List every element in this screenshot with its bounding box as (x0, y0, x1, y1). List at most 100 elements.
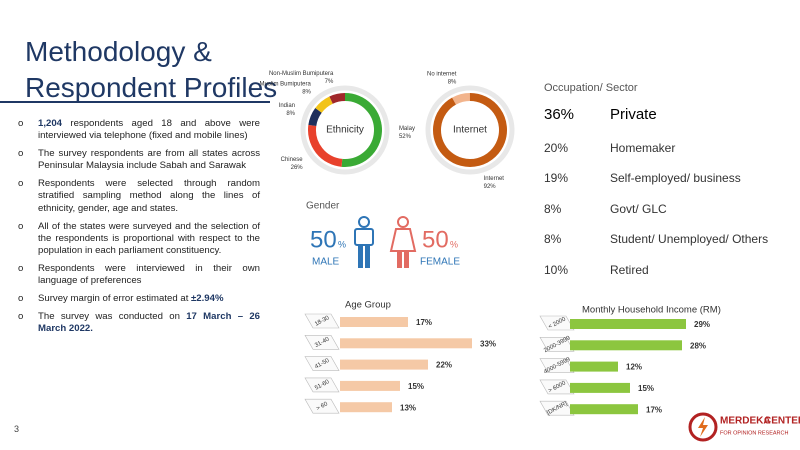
bullet: All of the states were surveyed and the … (18, 221, 260, 258)
occupation-percent: 8% (544, 232, 562, 246)
slice-label: Non-Muslim Bumiputera (269, 71, 334, 77)
bar (570, 319, 686, 329)
slice-value: 8% (302, 90, 311, 96)
category-box (539, 315, 575, 331)
bar (340, 380, 400, 391)
occupation-label: Retired (610, 262, 649, 277)
occupation-label: Govt/ GLC (610, 201, 667, 216)
slice-label: No internet (427, 71, 457, 77)
category-label: > 60 (316, 401, 330, 412)
donut-frame (425, 85, 515, 175)
gender-label: FEMALE (420, 257, 460, 268)
donut-title: Internet (453, 125, 487, 136)
value-label: 13% (400, 403, 416, 412)
text: respondents aged 18 and above were inter… (38, 118, 260, 142)
bullet: The survey respondents are from all stat… (18, 148, 260, 173)
value-label: 12% (626, 363, 642, 372)
slice-label: Internet (484, 176, 505, 182)
bar (340, 402, 392, 413)
bold-text: 17 March – 26 March 2022. (38, 310, 261, 335)
category-box (539, 358, 575, 373)
page-number: 3 (14, 424, 20, 434)
donut-slice (315, 96, 333, 113)
occupation-label: Student/ Unemployed/ Others (610, 232, 769, 246)
value-label: 28% (690, 341, 706, 350)
gender-unit: % (450, 239, 458, 249)
donut-title: Ethnicity (326, 125, 364, 136)
bold-text: 1,204 (38, 118, 63, 129)
text: The survey respondents are from all stat… (38, 148, 260, 172)
bullet: Survey margin of error estimated at ±2.9… (18, 293, 260, 306)
logo: MERDEKA CENTER FOR OPINION RESEARCH (688, 412, 800, 442)
female-icon (389, 216, 417, 268)
text: All of the states were surveyed and the … (38, 220, 260, 257)
donut-slice (308, 107, 322, 127)
slice-label: Malay (399, 126, 415, 132)
title-line: Respondent Profiles (25, 72, 278, 103)
text: The survey was conducted on (38, 310, 187, 322)
gender-value: 50 (310, 226, 337, 253)
occupation-percent: 36% (544, 106, 575, 123)
donut-slice (341, 93, 382, 167)
slice-value: 7% (325, 79, 334, 85)
bar (570, 404, 638, 415)
category-box (304, 335, 340, 350)
occupation-percent: 8% (544, 201, 562, 216)
slice-value: 92% (484, 184, 497, 190)
chart-title: Age Group (345, 300, 391, 311)
donut-slice (433, 93, 507, 167)
occupation-title: Occupation/ Sector (544, 82, 638, 94)
occupation-label: Self-employed/ business (610, 171, 741, 185)
male-icon (354, 216, 374, 268)
value-label: 33% (480, 339, 496, 348)
bar (570, 361, 618, 372)
slice-value: 26% (291, 165, 304, 171)
category-box (539, 337, 575, 352)
value-label: 15% (408, 382, 424, 391)
value-label: 15% (638, 384, 654, 393)
value-label: 22% (436, 361, 452, 370)
bar (570, 340, 682, 351)
bullet: Respondents were selected through random… (18, 178, 260, 215)
bar (340, 338, 472, 349)
occupation-percent: 10% (544, 262, 569, 277)
logo-text: MERDEKA (720, 416, 771, 427)
bar (340, 359, 428, 370)
slice-value: 8% (286, 111, 295, 117)
category-box (539, 400, 575, 416)
text: Survey margin of error estimated at (38, 293, 192, 305)
logo-tagline: FOR OPINION RESEARCH (720, 430, 788, 436)
occupation-percent: 20% (544, 140, 569, 155)
bullet: 1,204 respondents aged 18 and above were… (18, 118, 260, 143)
category-box (304, 313, 340, 329)
slide-title: Methodology & Respondent Profiles (25, 34, 277, 106)
title-line: Methodology & (25, 36, 212, 67)
value-label: 17% (646, 405, 662, 414)
bullet-list: 1,204 respondents aged 18 and above were… (18, 118, 260, 341)
slice-value: 8% (448, 79, 457, 85)
value-label: 29% (694, 320, 710, 329)
chart-title: Monthly Household Income (RM) (582, 305, 721, 316)
donut-slice (452, 93, 471, 105)
bullet: Respondents were interviewed in their ow… (18, 263, 260, 288)
divider (0, 101, 270, 103)
gender-value: 50 (422, 226, 449, 253)
category-box (304, 398, 340, 414)
category-box (539, 379, 575, 395)
occupation-label: Private (610, 106, 657, 123)
gender-label: MALE (312, 257, 340, 268)
text: Respondents were interviewed in their ow… (38, 262, 260, 287)
slice-value: 52% (399, 134, 412, 140)
category-box (304, 356, 340, 371)
bold-text: ±2.94% (191, 293, 224, 305)
slice-label: Muslim Bumiputera (260, 82, 312, 88)
donut-slice (329, 93, 346, 104)
occupation-percent: 19% (544, 171, 569, 185)
text: Respondents were selected through random… (38, 178, 260, 214)
slice-label: Indian (279, 103, 295, 109)
logo-text: CENTER (764, 416, 800, 427)
bar (570, 382, 630, 393)
bar (340, 317, 408, 327)
value-label: 17% (416, 318, 432, 327)
